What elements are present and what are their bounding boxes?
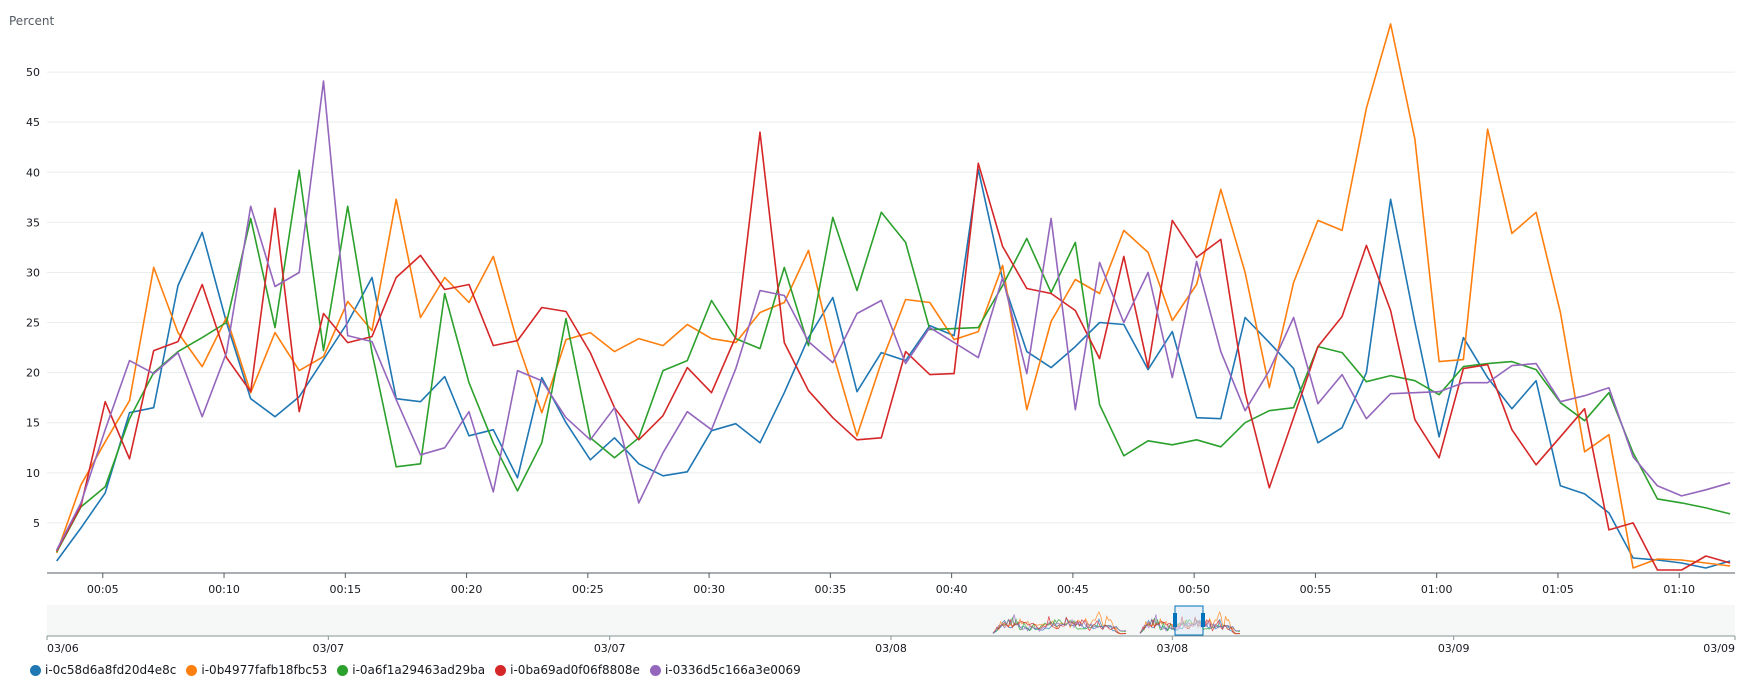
navigator-date-label: 03/07 — [312, 642, 344, 655]
x-tick-label: 01:10 — [1663, 583, 1695, 596]
y-tick-label: 35 — [26, 216, 40, 229]
y-tick-label: 10 — [26, 467, 40, 480]
series-line-3 — [55, 169, 1731, 553]
series-line-2 — [55, 23, 1731, 569]
x-tick-label: 00:10 — [208, 583, 240, 596]
x-tick-label: 00:20 — [451, 583, 483, 596]
legend-label: i-0336d5c166a3e0069 — [664, 663, 801, 677]
navigator-background — [47, 605, 1735, 636]
y-tick-label: 30 — [26, 266, 40, 279]
legend-swatch — [186, 664, 198, 676]
navigator-series-line — [992, 614, 1127, 634]
y-tick-label: 20 — [26, 367, 40, 380]
x-tick-label: 00:45 — [1057, 583, 1089, 596]
x-tick-label: 01:05 — [1542, 583, 1574, 596]
time-navigator[interactable]: 03/06 03/07 03/07 03/08 03/08 03/09 03/09 — [46, 605, 1736, 655]
navigator-date-label: 03/09 — [1438, 642, 1470, 655]
y-tick-label: 25 — [26, 317, 40, 330]
x-tick-label: 00:25 — [572, 583, 604, 596]
gridlines — [47, 71, 1735, 524]
legend-label: i-0c58d6a8fd20d4e8c — [45, 663, 177, 677]
legend-item-4[interactable]: i-0ba69ad0f06f8808e — [495, 663, 640, 677]
y-axis-label: Percent — [9, 14, 55, 28]
y-tick-label: 40 — [26, 166, 40, 179]
x-tick-label: 00:15 — [329, 583, 361, 596]
x-tick-label: 00:55 — [1300, 583, 1332, 596]
legend-item-3[interactable]: i-0a6f1a29463ad29ba — [337, 663, 485, 677]
navigator-date-label: 03/08 — [875, 642, 907, 655]
y-tick-label: 45 — [26, 116, 40, 129]
legend-item-5[interactable]: i-0336d5c166a3e0069 — [649, 663, 801, 677]
navigator-handle-right[interactable] — [1201, 613, 1205, 627]
navigator-date-label: 03/07 — [594, 642, 626, 655]
navigator-series-line — [992, 616, 1127, 635]
x-tick-label: 00:35 — [815, 583, 847, 596]
navigator-date-label: 03/09 — [1703, 642, 1735, 655]
legend-label: i-0a6f1a29463ad29ba — [352, 663, 486, 677]
navigator-handle-left[interactable] — [1173, 613, 1177, 627]
y-axis-ticks: 5 10 15 20 25 30 35 40 45 50 — [26, 66, 40, 530]
legend-label: i-0ba69ad0f06f8808e — [510, 663, 640, 677]
y-tick-label: 5 — [33, 517, 40, 530]
y-tick-label: 50 — [26, 66, 40, 79]
navigator-selection[interactable] — [1174, 605, 1204, 636]
legend: i-0c58d6a8fd20d4e8c i-0b4977fafb18fbc53 i-… — [30, 663, 811, 677]
legend-item-2[interactable]: i-0b4977fafb18fbc53 — [186, 663, 327, 677]
series-lines — [55, 23, 1731, 571]
navigator-date-label: 03/08 — [1156, 642, 1188, 655]
series-line-4 — [55, 131, 1731, 571]
x-tick-label: 00:05 — [87, 583, 119, 596]
y-tick-label: 15 — [26, 417, 40, 430]
legend-item-1[interactable]: i-0c58d6a8fd20d4e8c — [30, 663, 176, 677]
x-tick-label: 01:00 — [1421, 583, 1453, 596]
x-tick-label: 00:50 — [1178, 583, 1210, 596]
navigator-date-label: 03/06 — [47, 642, 79, 655]
legend-swatch — [337, 664, 349, 676]
x-tick-label: 00:30 — [693, 583, 725, 596]
x-tick-label: 00:40 — [936, 583, 968, 596]
x-axis: 00:05 00:10 00:15 00:20 00:25 00:30 00:35 00:40… — [47, 572, 1735, 596]
series-line-5 — [55, 80, 1731, 551]
legend-label: i-0b4977fafb18fbc53 — [201, 663, 328, 677]
legend-swatch — [495, 664, 507, 676]
legend-swatch — [30, 664, 41, 676]
legend-swatch — [649, 664, 661, 676]
